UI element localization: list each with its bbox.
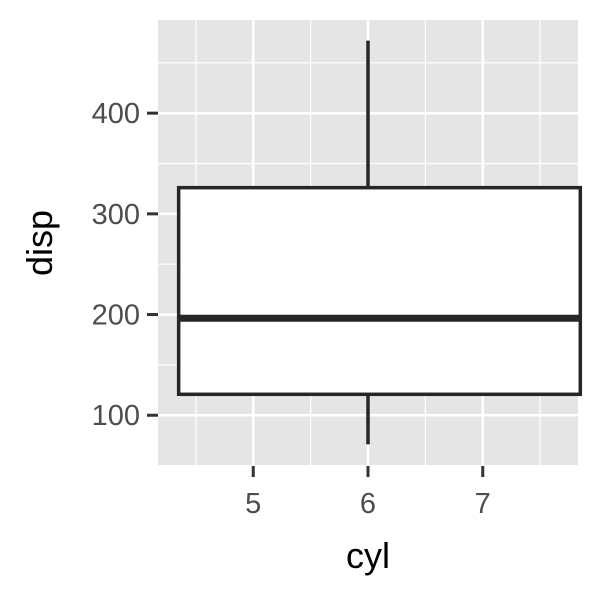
x-tick-label: 6	[360, 488, 376, 520]
boxplot-box-group	[176, 40, 583, 445]
y-axis: 100 200 300 400	[92, 98, 158, 432]
x-axis: 5 6 7	[245, 466, 491, 520]
x-tick-label: 7	[475, 488, 491, 520]
y-tick-label: 300	[92, 199, 140, 231]
x-tick-label: 5	[245, 488, 261, 520]
y-tick-label: 400	[92, 98, 140, 130]
x-axis-title: cyl	[346, 535, 390, 576]
iqr-box	[176, 185, 583, 397]
y-tick-label: 100	[92, 400, 140, 432]
y-tick-label: 200	[92, 300, 140, 332]
y-axis-title: disp	[19, 210, 60, 276]
